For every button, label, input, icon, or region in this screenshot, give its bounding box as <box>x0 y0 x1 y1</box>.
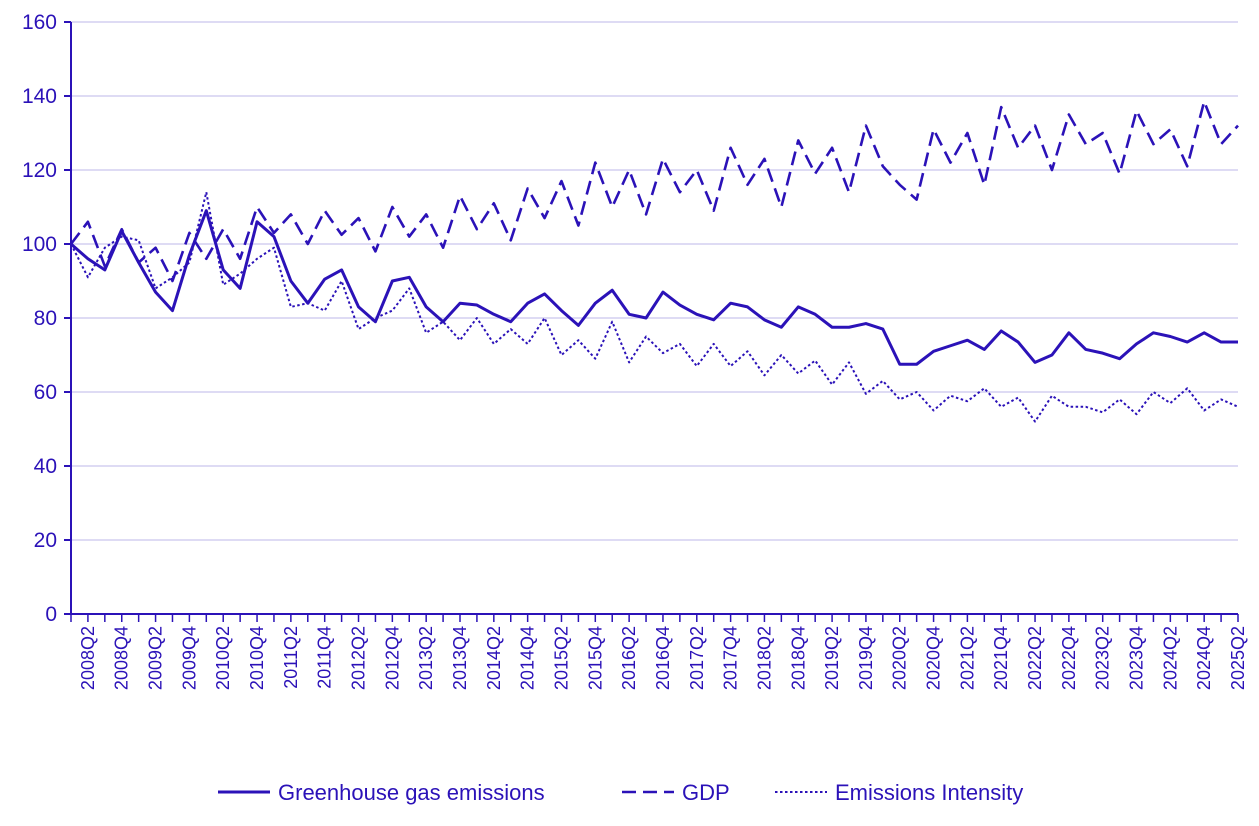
x-tick-label-2011Q4: 2011Q4 <box>315 626 335 689</box>
x-tick-label-2018Q4: 2018Q4 <box>788 626 808 690</box>
x-tick-label-2024Q4: 2024Q4 <box>1194 626 1214 690</box>
y-tick-label-20: 20 <box>34 529 57 552</box>
x-tick-label-2009Q2: 2009Q2 <box>146 626 166 690</box>
x-tick-label-2024Q2: 2024Q2 <box>1160 626 1180 690</box>
legend-label-gdp: GDP <box>682 780 730 805</box>
legend-label-greenhouse-gas-emissions: Greenhouse gas emissions <box>278 780 545 805</box>
x-tick-label-2015Q4: 2015Q4 <box>585 626 605 690</box>
y-tick-label-40: 40 <box>34 455 57 478</box>
x-tick-label-2018Q2: 2018Q2 <box>754 626 774 690</box>
x-tick-label-2014Q2: 2014Q2 <box>484 626 504 690</box>
x-tick-label-2017Q4: 2017Q4 <box>721 626 741 690</box>
x-tick-label-2012Q4: 2012Q4 <box>382 626 402 690</box>
x-tick-label-2011Q2: 2011Q2 <box>281 626 301 689</box>
x-tick-label-2022Q4: 2022Q4 <box>1059 626 1079 690</box>
x-tick-label-2016Q4: 2016Q4 <box>653 626 673 690</box>
y-tick-label-100: 100 <box>22 233 57 256</box>
x-tick-label-2019Q2: 2019Q2 <box>822 626 842 690</box>
x-tick-label-2010Q4: 2010Q4 <box>247 626 267 690</box>
x-tick-label-2023Q2: 2023Q2 <box>1093 626 1113 690</box>
x-tick-label-2013Q4: 2013Q4 <box>450 626 470 690</box>
y-tick-label-80: 80 <box>34 307 57 330</box>
x-tick-label-2009Q4: 2009Q4 <box>179 626 199 690</box>
x-tick-label-2015Q2: 2015Q2 <box>551 626 571 690</box>
x-tick-label-2016Q2: 2016Q2 <box>619 626 639 690</box>
x-tick-label-2025Q2: 2025Q2 <box>1228 626 1248 690</box>
x-tick-label-2022Q2: 2022Q2 <box>1025 626 1045 690</box>
x-tick-label-2010Q2: 2010Q2 <box>213 626 233 690</box>
x-tick-label-2012Q2: 2012Q2 <box>349 626 369 690</box>
x-tick-label-2014Q4: 2014Q4 <box>518 626 538 690</box>
x-tick-label-2017Q2: 2017Q2 <box>687 626 707 690</box>
series-line-emissions-intensity <box>70 191 1239 423</box>
x-tick-label-2020Q4: 2020Q4 <box>924 626 944 690</box>
y-tick-label-0: 0 <box>45 603 57 626</box>
series-line-greenhouse-gas-emissions <box>70 209 1238 366</box>
x-tick-label-2021Q2: 2021Q2 <box>957 626 977 690</box>
x-tick-label-2021Q4: 2021Q4 <box>991 626 1011 690</box>
x-tick-label-2023Q4: 2023Q4 <box>1127 626 1147 690</box>
x-tick-label-2013Q2: 2013Q2 <box>416 626 436 690</box>
y-tick-label-140: 140 <box>22 85 57 108</box>
x-tick-label-2020Q2: 2020Q2 <box>890 626 910 690</box>
x-tick-label-2008Q2: 2008Q2 <box>78 626 98 690</box>
y-tick-label-160: 160 <box>22 11 57 34</box>
series-line-gdp <box>69 100 1239 283</box>
x-tick-label-2019Q4: 2019Q4 <box>856 626 876 690</box>
y-tick-label-60: 60 <box>34 381 57 404</box>
x-tick-label-2008Q4: 2008Q4 <box>112 626 132 690</box>
y-tick-label-120: 120 <box>22 159 57 182</box>
legend-label-emissions-intensity: Emissions Intensity <box>835 780 1023 805</box>
